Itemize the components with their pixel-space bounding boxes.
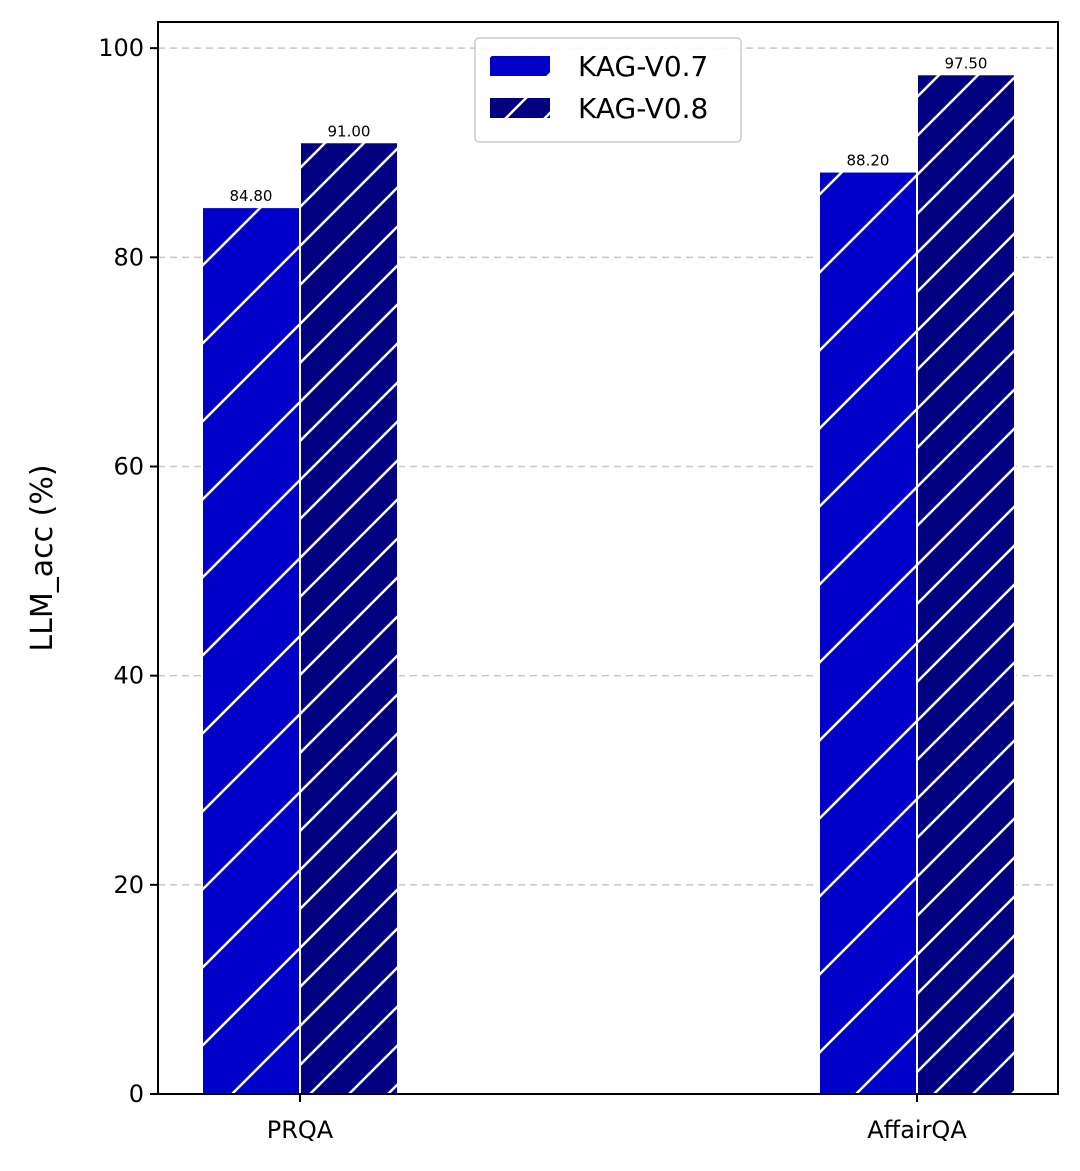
- axes-frame: [157, 21, 1059, 1095]
- legend-swatch-kag-v07: [490, 56, 550, 76]
- y-tick-label-20: 20: [113, 871, 144, 899]
- y-axis-label: LLM_acc (%): [25, 464, 60, 651]
- y-tick-label-100: 100: [98, 34, 144, 62]
- legend-swatch-kag-v08: [490, 98, 550, 118]
- y-tick-label-60: 60: [113, 452, 144, 480]
- x-axis-ticks: PRQA AffairQA: [267, 1094, 967, 1144]
- bar-value-labels: 84.80 91.00 88.20 97.50: [230, 54, 988, 205]
- y-tick-label-80: 80: [113, 243, 144, 271]
- y-axis-ticks: 0 20 40 60 80 100: [98, 34, 158, 1108]
- y-tick-label-40: 40: [113, 662, 144, 690]
- bar-value-label-kagv07-affairqa: 88.20: [847, 152, 890, 170]
- bar-kagv07-affairqa: [818, 170, 918, 1095]
- bars: [201, 73, 1016, 1096]
- bar-value-label-kagv07-prqa: 84.80: [230, 187, 273, 205]
- legend-label-kag-v08: KAG-V0.8: [578, 92, 708, 125]
- bar-kagv08-prqa: [299, 141, 399, 1095]
- bar-kagv08-affairqa: [916, 73, 1016, 1096]
- bar-value-label-kagv08-affairqa: 97.50: [945, 54, 988, 72]
- legend-label-kag-v07: KAG-V0.7: [578, 50, 708, 83]
- bar-value-label-kagv08-prqa: 91.00: [328, 122, 371, 140]
- legend: KAG-V0.7 KAG-V0.8: [474, 37, 742, 143]
- bar-kagv07-prqa: [201, 206, 301, 1096]
- y-tick-label-0: 0: [129, 1080, 144, 1108]
- x-tick-label-prqa: PRQA: [267, 1116, 334, 1144]
- x-tick-label-affairqa: AffairQA: [867, 1116, 967, 1144]
